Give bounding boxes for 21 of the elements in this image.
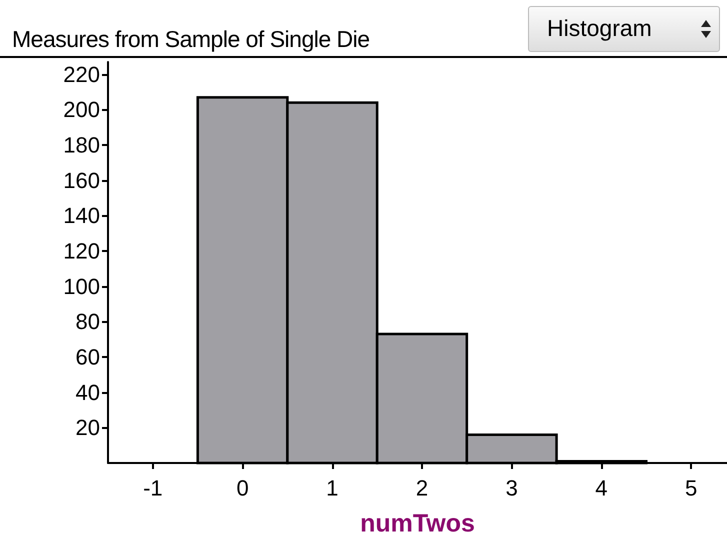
text: Histogram (547, 15, 652, 42)
y-tick-label: 180 (63, 132, 100, 158)
x-tick-label: 2 (416, 476, 428, 500)
y-tick-label: 40 (76, 380, 100, 405)
x-tick-label: 5 (684, 476, 698, 500)
y-tick-label: 160 (63, 168, 100, 193)
y-tick-label: 220 (63, 62, 100, 87)
y-tick-label: 80 (76, 309, 100, 334)
x-tick-label: 1 (326, 476, 338, 500)
x-axis-title: numTwos (360, 510, 475, 538)
y-tick-label: 140 (63, 203, 100, 228)
x-tick-label: 4 (595, 476, 608, 500)
chart-title: Measures from Sample of Single Die (12, 26, 370, 53)
x-tick-label: 0 (236, 476, 249, 500)
x-tick-label: -1 (143, 476, 163, 500)
y-tick-label: 120 (63, 238, 100, 264)
y-tick-label: 100 (63, 274, 100, 299)
x-tick-label: 3 (506, 476, 518, 500)
y-tick-label: 60 (76, 344, 100, 370)
y-tick-label: 20 (76, 415, 100, 440)
y-tick-label: 200 (63, 97, 100, 122)
